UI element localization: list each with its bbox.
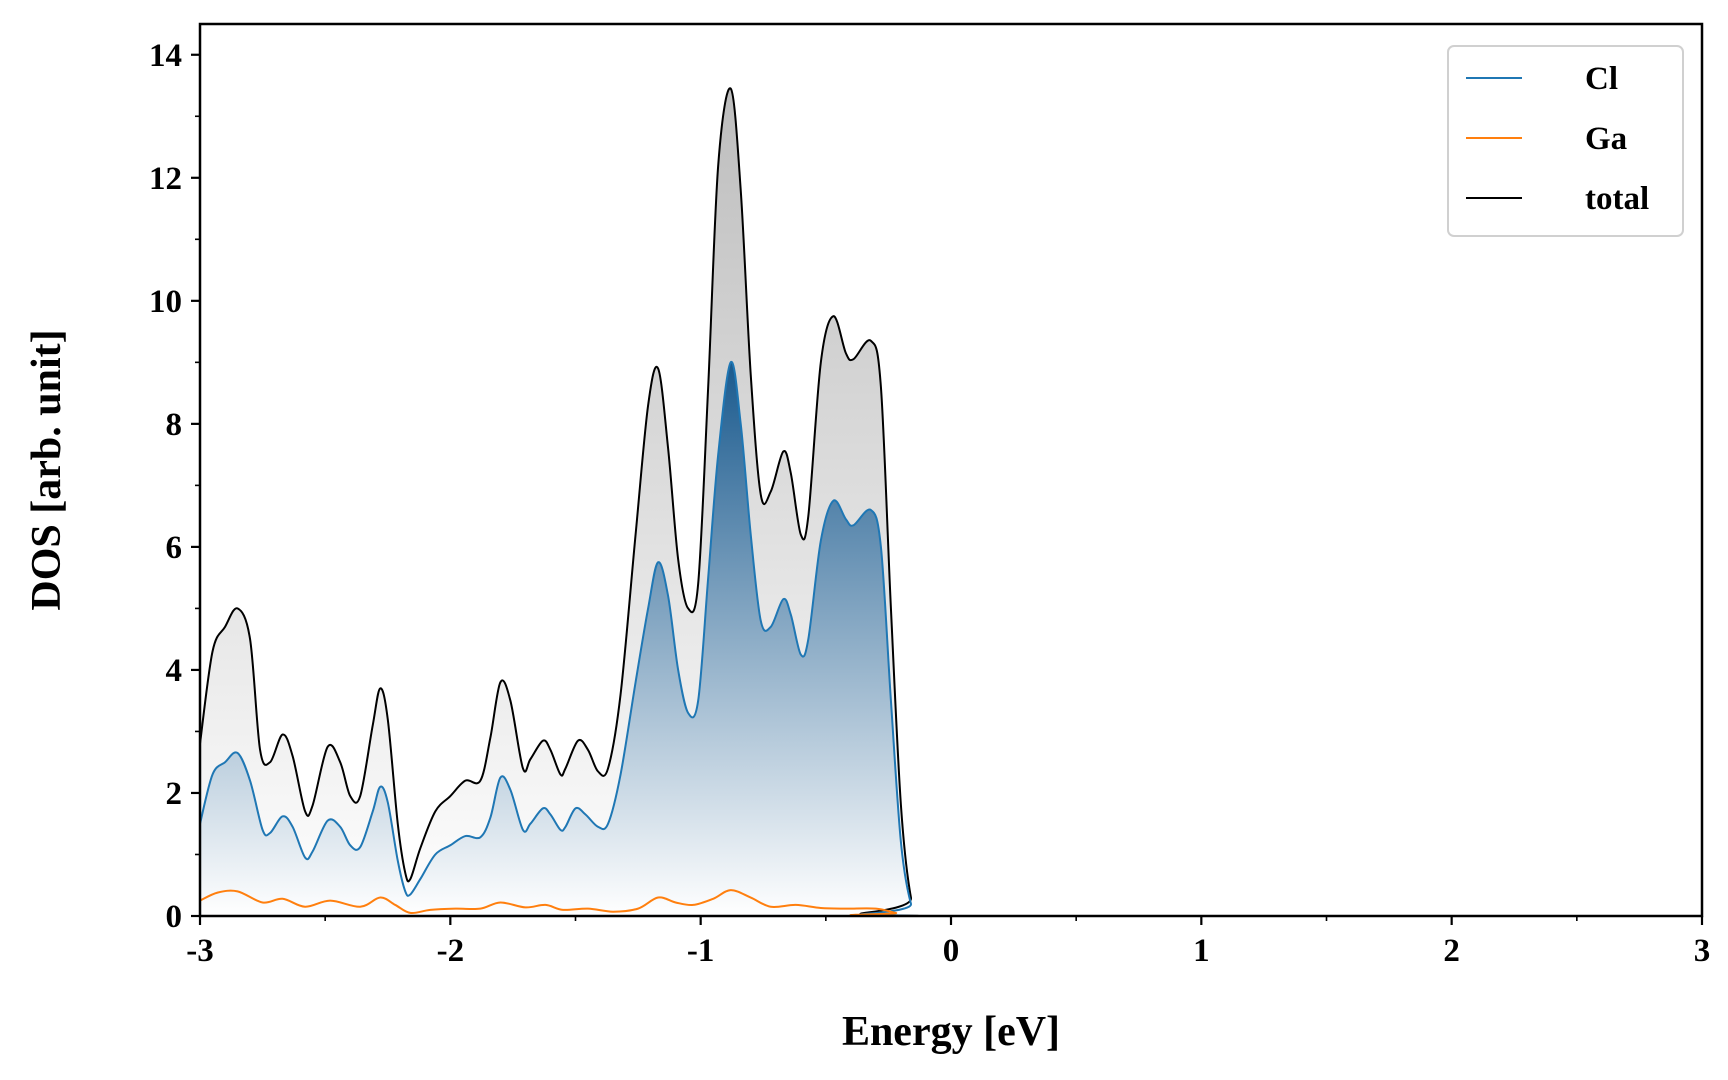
x-tick-label: -2 [437, 933, 465, 969]
legend-label-Ga: Ga [1585, 121, 1627, 157]
y-tick-label: 8 [166, 407, 183, 443]
y-tick-label: 6 [166, 530, 183, 566]
y-tick-label: 14 [149, 38, 182, 74]
y-tick-label: 0 [166, 899, 183, 935]
x-tick-label: 2 [1443, 933, 1460, 969]
y-tick-label: 4 [166, 653, 183, 689]
x-tick-label: 1 [1193, 933, 1210, 969]
plot-area [200, 87, 1702, 916]
x-tick-label: 0 [943, 933, 960, 969]
legend-label-total: total [1585, 181, 1649, 217]
x-axis-title: Energy [eV] [842, 1009, 1060, 1055]
legend-label-Cl: Cl [1585, 61, 1618, 97]
series-fill-Cl [200, 361, 1702, 916]
series-line-Cl [200, 361, 1702, 916]
legend: Cl Ga total [1447, 45, 1684, 237]
x-tick-label: -3 [186, 933, 214, 969]
y-axis-title: DOS [arb. unit] [24, 329, 70, 610]
y-tick-label: 10 [149, 284, 182, 320]
series-line-total [200, 87, 1702, 916]
legend-box [1447, 45, 1684, 237]
series-fill-total [200, 88, 1702, 916]
y-tick-label: 12 [149, 161, 182, 197]
x-tick-label: -1 [687, 933, 715, 969]
x-tick-label: 3 [1694, 933, 1711, 969]
series-line-Ga [200, 889, 1702, 916]
y-tick-label: 2 [166, 776, 183, 812]
